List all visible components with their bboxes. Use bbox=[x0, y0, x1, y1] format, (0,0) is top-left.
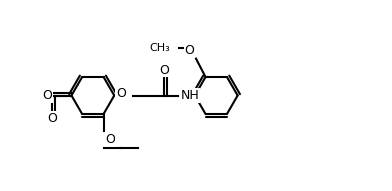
Text: O: O bbox=[42, 89, 53, 102]
Text: O: O bbox=[184, 45, 194, 57]
Text: CH₃: CH₃ bbox=[150, 43, 171, 53]
Text: O: O bbox=[105, 133, 115, 146]
Text: O: O bbox=[160, 64, 169, 77]
Text: O: O bbox=[47, 112, 57, 125]
Text: O: O bbox=[116, 87, 126, 100]
Text: NH: NH bbox=[181, 89, 200, 102]
